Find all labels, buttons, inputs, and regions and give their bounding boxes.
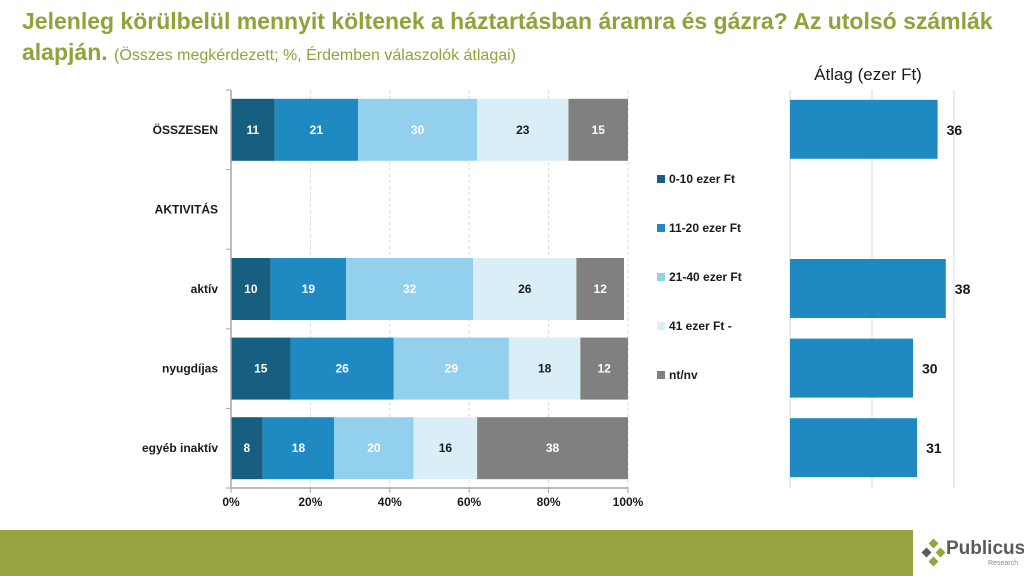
average-bar: [790, 99, 938, 159]
bar-segment: [477, 98, 569, 161]
bar-segment: [393, 337, 509, 400]
legend-swatch: [657, 273, 665, 281]
legend-label: 21-40 ezer Ft: [669, 270, 742, 284]
bar-segment: [346, 258, 474, 320]
category-label: AKTIVITÁS: [155, 201, 218, 216]
bar-data-label: 16: [439, 441, 453, 455]
logo-diamonds-icon: [921, 538, 946, 567]
average-data-label: 38: [955, 281, 971, 297]
bar-segment: [413, 417, 478, 480]
bar-data-label: 19: [302, 282, 316, 296]
bar-data-label: 20: [367, 441, 381, 455]
bar-segment: [262, 417, 335, 480]
title-main: Jelenleg körülbelül mennyit költenek a h…: [22, 8, 993, 65]
logo-subtext: Research: [988, 560, 1018, 567]
x-tick-label: 0%: [222, 495, 240, 509]
bar-segment: [231, 98, 275, 161]
bar-segment: [274, 98, 359, 161]
bar-data-label: 30: [411, 123, 425, 137]
bar-data-label: 26: [335, 362, 349, 376]
average-bar: [790, 338, 913, 398]
right-chart-bars: 36 38 30 31: [790, 99, 971, 478]
bar-data-label: 12: [594, 282, 608, 296]
title-subtitle: (Összes megkérdezett; %, Érdemben válasz…: [114, 47, 516, 64]
average-data-label: 36: [947, 122, 963, 138]
bar-segment: [231, 417, 263, 480]
bar-segment: [508, 337, 581, 400]
bar-data-label: 12: [598, 362, 612, 376]
bar-segment: [334, 417, 414, 480]
legend: 0-10 ezer Ft 11-20 ezer Ft 21-40 ezer Ft 41…: [657, 172, 742, 382]
bar-segment: [231, 337, 291, 400]
bar-data-label: 15: [592, 123, 606, 137]
legend-label: 11-20 ezer Ft: [669, 221, 741, 235]
average-bar: [790, 418, 918, 478]
x-tick-label: 40%: [378, 495, 402, 509]
x-tick-label: 80%: [537, 495, 561, 509]
left-chart-bars: 11 21 30 23 15 10 19 32 26 12 15 26 29 18 12 8 18 20 16 38: [231, 98, 628, 480]
bar-segment: [358, 98, 478, 161]
bar-data-label: 32: [403, 282, 417, 296]
bar-segment: [270, 258, 347, 320]
legend-swatch: [657, 224, 665, 232]
publicus-logo: Publicus Research: [918, 536, 1024, 576]
legend-swatch: [657, 371, 665, 379]
left-chart-category-labels: ÖSSZESEN AKTIVITÁS aktív nyugdíjas egyéb ina…: [142, 122, 218, 455]
category-label: ÖSSZESEN: [153, 122, 218, 137]
bar-data-label: 8: [244, 441, 251, 455]
x-tick-label: 100%: [613, 495, 644, 509]
right-chart-title: Átlag (ezer Ft): [814, 65, 922, 84]
left-chart-axis: 0% 20% 40% 60% 80% 100%: [222, 89, 644, 509]
bar-data-label: 11: [246, 123, 259, 137]
logo-text: Publicus: [946, 538, 1024, 559]
bar-segment: [231, 258, 271, 320]
bar-data-label: 18: [292, 441, 306, 455]
legend-label: 0-10 ezer Ft: [669, 172, 735, 186]
legend-label: 41 ezer Ft -: [669, 319, 732, 333]
average-data-label: 31: [926, 440, 942, 456]
bar-data-label: 29: [445, 362, 459, 376]
bar-data-label: 26: [518, 282, 532, 296]
bar-data-label: 38: [546, 441, 560, 455]
bar-segment: [477, 417, 628, 480]
bar-data-label: 10: [244, 282, 258, 296]
bar-segment: [290, 337, 394, 400]
slide-title: Jelenleg körülbelül mennyit költenek a h…: [22, 6, 1012, 71]
bar-segment: [576, 258, 625, 320]
bar-segment: [473, 258, 577, 320]
category-label: aktív: [191, 282, 219, 296]
bar-segment: [568, 98, 628, 161]
legend-swatch: [657, 175, 665, 183]
average-data-label: 30: [922, 361, 938, 377]
category-label: egyéb inaktív: [142, 441, 218, 455]
x-tick-label: 60%: [457, 495, 481, 509]
bar-segment: [580, 337, 628, 400]
bar-data-label: 18: [538, 362, 552, 376]
x-tick-label: 20%: [298, 495, 322, 509]
bar-data-label: 23: [516, 123, 530, 137]
footer-bar: [0, 530, 913, 576]
legend-label: nt/nv: [669, 368, 698, 382]
legend-swatch: [657, 322, 665, 330]
category-label: nyugdíjas: [162, 362, 218, 376]
average-bar: [790, 259, 946, 318]
bar-data-label: 21: [310, 123, 324, 137]
bar-data-label: 15: [254, 362, 268, 376]
